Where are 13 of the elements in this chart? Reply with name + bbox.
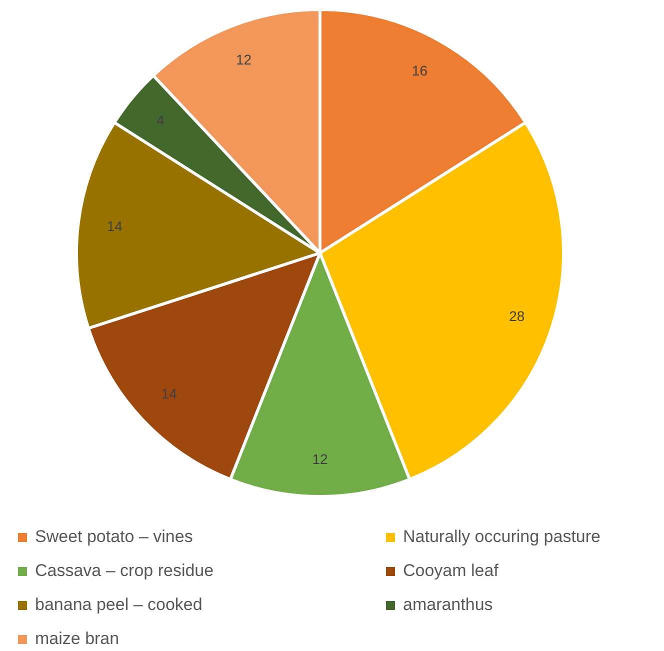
legend-label: amaranthus xyxy=(403,595,493,615)
data-label: 12 xyxy=(312,450,328,467)
data-label: 14 xyxy=(161,386,178,402)
data-label: 12 xyxy=(236,51,252,68)
legend-label: Sweet potato – vines xyxy=(35,527,193,547)
legend-label: banana peel – cooked xyxy=(35,595,202,615)
data-label: 14 xyxy=(106,218,123,234)
legend-label: maize bran xyxy=(35,629,120,649)
data-label: 28 xyxy=(509,308,525,324)
legend-label: Cooyam leaf xyxy=(403,561,498,581)
data-label: 16 xyxy=(412,62,428,78)
legend-label: Cassava – crop residue xyxy=(35,561,214,581)
legend-label: Naturally occuring pasture xyxy=(403,527,600,547)
